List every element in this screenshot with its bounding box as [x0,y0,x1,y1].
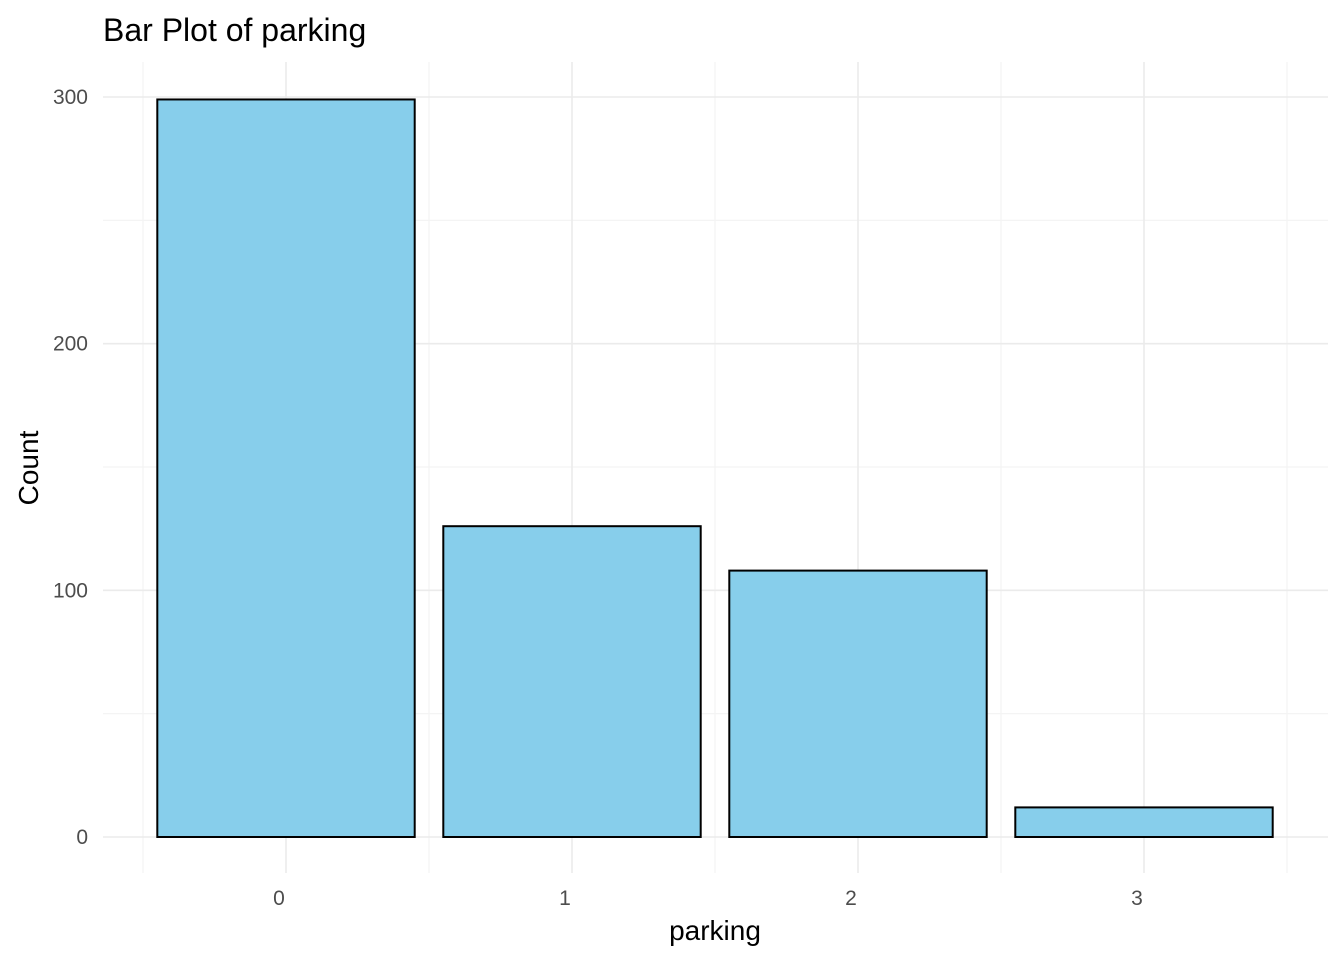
x-axis-title: parking [669,915,761,946]
x-axis-ticks: 0 1 2 3 [273,887,1143,910]
bar-1 [442,525,702,838]
x-tick-label: 3 [1131,887,1143,910]
bar-0 [156,98,416,838]
x-tick-label: 0 [273,887,285,910]
y-axis-title: Count [13,430,44,505]
y-axis-ticks: 0 100 200 300 [53,86,88,849]
bar-2 [728,569,988,838]
y-tick-label: 200 [53,333,88,356]
bar-3 [1014,806,1274,839]
y-tick-label: 300 [53,86,88,109]
y-tick-label: 100 [53,579,88,602]
bars [156,98,1274,839]
x-tick-label: 1 [559,887,571,910]
chart-title: Bar Plot of parking [103,12,366,48]
x-tick-label: 2 [845,887,857,910]
y-tick-label: 0 [76,826,88,849]
